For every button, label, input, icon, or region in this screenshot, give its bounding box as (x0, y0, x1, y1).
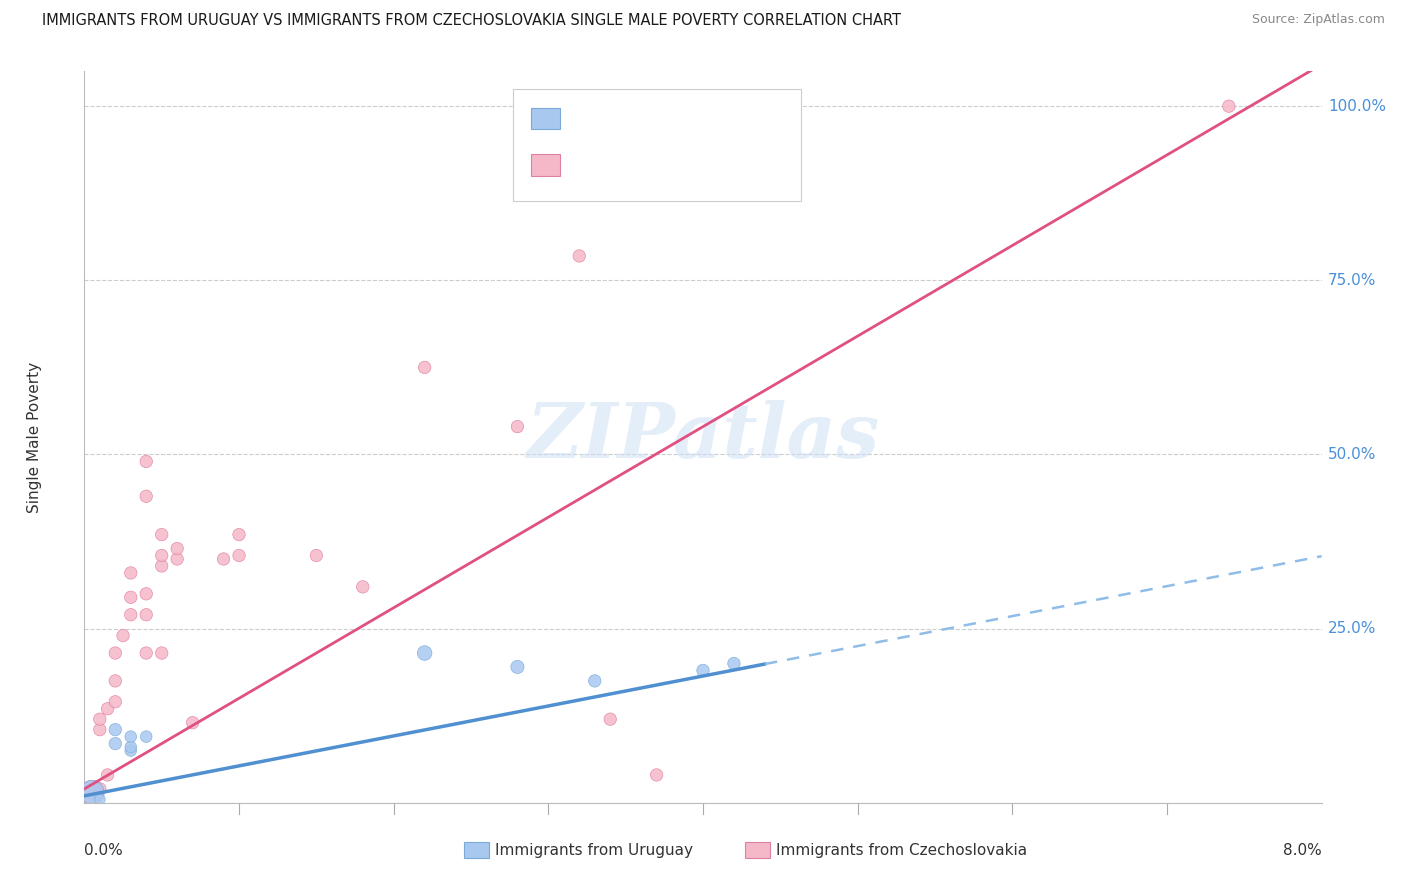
Point (599, 712, 621, 726)
Point (104, 646, 127, 660)
Point (568, 249, 591, 263)
Point (135, 454, 157, 468)
Text: IMMIGRANTS FROM URUGUAY VS IMMIGRANTS FROM CZECHOSLOVAKIA SINGLE MALE POVERTY CO: IMMIGRANTS FROM URUGUAY VS IMMIGRANTS FR… (42, 13, 901, 29)
Point (112, 629, 135, 643)
Point (104, 723, 127, 737)
Text: N =: N = (651, 156, 699, 174)
Text: Immigrants from Uruguay: Immigrants from Uruguay (495, 843, 693, 857)
Point (583, 673, 606, 688)
Text: Immigrants from Czechoslovakia: Immigrants from Czechoslovakia (776, 843, 1028, 857)
Point (150, 646, 173, 660)
Point (166, 552, 188, 566)
Text: 75.0%: 75.0% (1327, 273, 1376, 288)
Point (166, 541, 188, 556)
Text: R =: R = (567, 110, 603, 128)
Point (181, 715, 204, 730)
Point (723, 657, 745, 671)
Point (212, 552, 235, 566)
Text: Single Male Poverty: Single Male Poverty (27, 361, 42, 513)
Point (82, 785, 104, 799)
Text: 36: 36 (696, 156, 718, 174)
Text: R =: R = (567, 156, 603, 174)
Point (135, 489, 157, 503)
Point (135, 646, 157, 660)
Point (228, 549, 250, 563)
Point (104, 673, 127, 688)
Point (89, 792, 111, 806)
Text: 25.0%: 25.0% (1327, 621, 1376, 636)
Text: 13: 13 (696, 110, 718, 128)
Text: N =: N = (651, 110, 699, 128)
Point (305, 549, 328, 563)
Point (135, 730, 157, 744)
Text: Source: ZipAtlas.com: Source: ZipAtlas.com (1251, 13, 1385, 27)
Point (413, 646, 436, 660)
Point (506, 419, 529, 434)
Point (692, 664, 714, 678)
Text: 0.0%: 0.0% (84, 843, 124, 858)
Point (150, 527, 173, 541)
Point (89, 723, 111, 737)
Point (96, 702, 118, 716)
Text: 8.0%: 8.0% (1282, 843, 1322, 858)
Point (120, 743, 142, 757)
Point (120, 740, 142, 755)
Text: 50.0%: 50.0% (1327, 447, 1376, 462)
Point (120, 607, 142, 622)
Point (120, 730, 142, 744)
Point (82, 785, 104, 799)
Point (150, 549, 173, 563)
Point (89, 781, 111, 796)
Point (89, 712, 111, 726)
Point (150, 558, 173, 573)
Point (228, 527, 250, 541)
Point (96, 768, 118, 782)
Text: 100.0%: 100.0% (1327, 99, 1386, 113)
Point (104, 737, 127, 751)
Point (1218, 99, 1240, 113)
Text: ZIPatlas: ZIPatlas (526, 401, 880, 474)
Point (104, 695, 127, 709)
Point (645, 768, 668, 782)
Point (135, 607, 157, 622)
Point (413, 360, 436, 375)
Point (135, 587, 157, 601)
Point (352, 580, 374, 594)
Point (120, 591, 142, 605)
Point (506, 660, 529, 674)
Text: 0.699: 0.699 (600, 156, 652, 174)
Text: 0.681: 0.681 (600, 110, 652, 128)
Point (120, 566, 142, 580)
